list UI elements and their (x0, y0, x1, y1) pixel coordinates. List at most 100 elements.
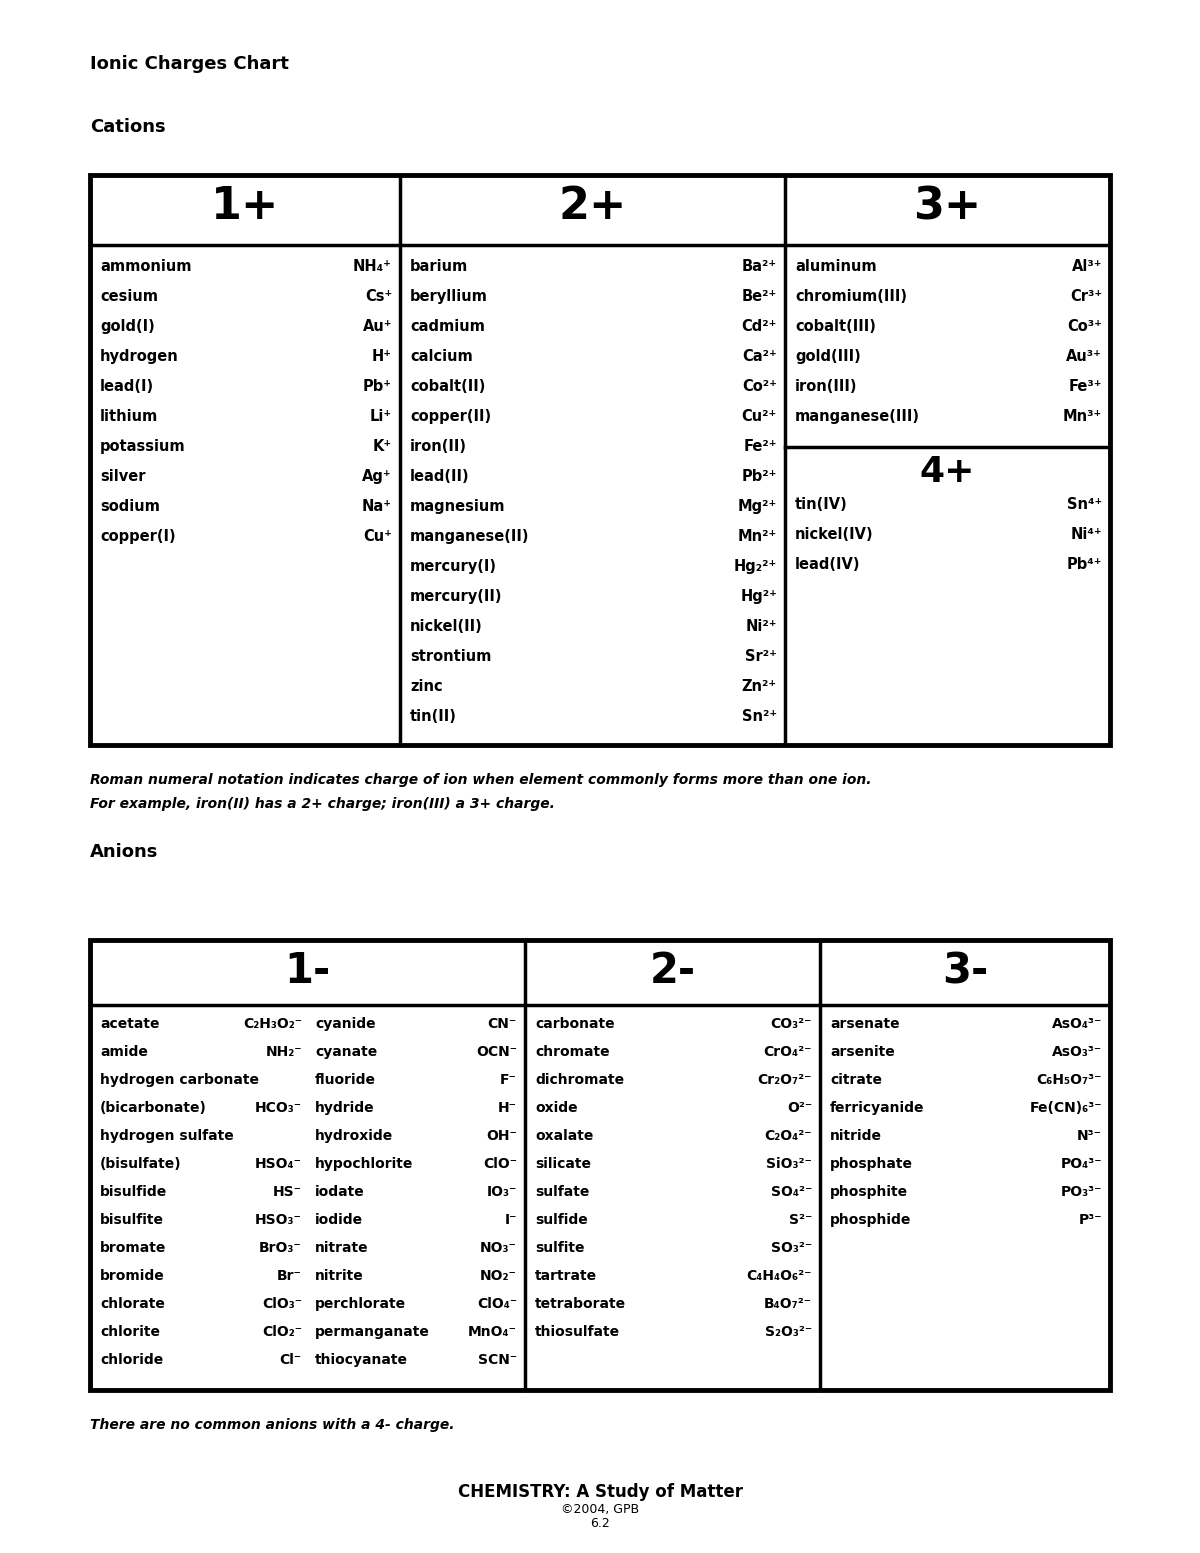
Bar (90, 175, 1110, 745)
Text: phosphide: phosphide (830, 1213, 911, 1227)
Text: mercury(II): mercury(II) (410, 589, 503, 604)
Text: Mn³⁺: Mn³⁺ (1063, 408, 1102, 424)
Text: chromate: chromate (535, 1045, 610, 1059)
Text: MnO₄⁻: MnO₄⁻ (468, 1325, 517, 1339)
Text: S²⁻: S²⁻ (788, 1213, 812, 1227)
Text: ammonium: ammonium (100, 259, 192, 273)
Text: phosphite: phosphite (830, 1185, 908, 1199)
Text: cadmium: cadmium (410, 318, 485, 334)
Text: carbonate: carbonate (535, 1017, 614, 1031)
Text: Co³⁺: Co³⁺ (1067, 318, 1102, 334)
Text: SiO₃²⁻: SiO₃²⁻ (766, 1157, 812, 1171)
Text: Mg²⁺: Mg²⁺ (738, 499, 778, 514)
Text: hydroxide: hydroxide (314, 1129, 394, 1143)
Text: Ionic Charges Chart: Ionic Charges Chart (90, 54, 289, 73)
Text: Pb⁴⁺: Pb⁴⁺ (1067, 558, 1102, 572)
Text: HCO₃⁻: HCO₃⁻ (254, 1101, 302, 1115)
Text: Li⁺: Li⁺ (370, 408, 392, 424)
Text: Cations: Cations (90, 118, 166, 137)
Text: Ni⁴⁺: Ni⁴⁺ (1070, 526, 1102, 542)
Text: CHEMISTRY: A Study of Matter: CHEMISTRY: A Study of Matter (457, 1483, 743, 1502)
Text: Zn²⁺: Zn²⁺ (742, 679, 778, 694)
Text: SO₃²⁻: SO₃²⁻ (770, 1241, 812, 1255)
Text: (bisulfate): (bisulfate) (100, 1157, 181, 1171)
Text: iodide: iodide (314, 1213, 364, 1227)
Text: sulfate: sulfate (535, 1185, 589, 1199)
Text: HSO₃⁻: HSO₃⁻ (256, 1213, 302, 1227)
Text: hydrogen sulfate: hydrogen sulfate (100, 1129, 234, 1143)
Text: Sn²⁺: Sn²⁺ (742, 710, 778, 724)
Text: (bicarbonate): (bicarbonate) (100, 1101, 206, 1115)
Text: Ni²⁺: Ni²⁺ (745, 620, 778, 634)
Text: Sr²⁺: Sr²⁺ (745, 649, 778, 665)
Text: 3+: 3+ (913, 185, 982, 228)
Text: P³⁻: P³⁻ (1079, 1213, 1102, 1227)
Text: BrO₃⁻: BrO₃⁻ (259, 1241, 302, 1255)
Text: C₆H₅O₇³⁻: C₆H₅O₇³⁻ (1037, 1073, 1102, 1087)
Text: permanganate: permanganate (314, 1325, 430, 1339)
Text: Cr₂O₇²⁻: Cr₂O₇²⁻ (757, 1073, 812, 1087)
Text: HS⁻: HS⁻ (274, 1185, 302, 1199)
Text: Hg₂²⁺: Hg₂²⁺ (733, 559, 778, 575)
Text: Cr³⁺: Cr³⁺ (1070, 289, 1102, 304)
Text: Ag⁺: Ag⁺ (362, 469, 392, 485)
Text: phosphate: phosphate (830, 1157, 913, 1171)
Text: OCN⁻: OCN⁻ (476, 1045, 517, 1059)
Text: CrO₄²⁻: CrO₄²⁻ (763, 1045, 812, 1059)
Text: 1+: 1+ (211, 185, 280, 228)
Text: ©2004, GPB: ©2004, GPB (560, 1503, 640, 1516)
Text: Pb⁺: Pb⁺ (364, 379, 392, 394)
Text: Ba²⁺: Ba²⁺ (742, 259, 778, 273)
Text: PO₄³⁻: PO₄³⁻ (1061, 1157, 1102, 1171)
Text: 2-: 2- (649, 950, 696, 992)
Text: manganese(II): manganese(II) (410, 530, 529, 544)
Text: NH₄⁺: NH₄⁺ (353, 259, 392, 273)
Text: Be²⁺: Be²⁺ (742, 289, 778, 304)
Text: B₄O₇²⁻: B₄O₇²⁻ (764, 1297, 812, 1311)
Text: gold(III): gold(III) (796, 349, 860, 363)
Text: strontium: strontium (410, 649, 491, 665)
Text: 6.2: 6.2 (590, 1517, 610, 1530)
Text: Cs⁺: Cs⁺ (365, 289, 392, 304)
Text: lead(II): lead(II) (410, 469, 469, 485)
Text: 1-: 1- (284, 950, 331, 992)
Text: cobalt(II): cobalt(II) (410, 379, 485, 394)
Text: nitride: nitride (830, 1129, 882, 1143)
Text: sulfite: sulfite (535, 1241, 584, 1255)
Text: acetate: acetate (100, 1017, 160, 1031)
Text: H⁺: H⁺ (372, 349, 392, 363)
Text: thiocyanate: thiocyanate (314, 1353, 408, 1367)
Text: cyanide: cyanide (314, 1017, 376, 1031)
Text: lead(IV): lead(IV) (796, 558, 860, 572)
Text: sulfide: sulfide (535, 1213, 588, 1227)
Text: iron(II): iron(II) (410, 439, 467, 453)
Text: magnesium: magnesium (410, 499, 505, 514)
Text: IO₃⁻: IO₃⁻ (487, 1185, 517, 1199)
Text: K⁺: K⁺ (373, 439, 392, 453)
Text: silver: silver (100, 469, 145, 485)
Text: tartrate: tartrate (535, 1269, 598, 1283)
Text: NO₂⁻: NO₂⁻ (480, 1269, 517, 1283)
Text: There are no common anions with a 4- charge.: There are no common anions with a 4- cha… (90, 1418, 455, 1432)
Text: Cu²⁺: Cu²⁺ (742, 408, 778, 424)
Text: iron(III): iron(III) (796, 379, 858, 394)
Text: amide: amide (100, 1045, 148, 1059)
Text: chloride: chloride (100, 1353, 163, 1367)
Text: mercury(I): mercury(I) (410, 559, 497, 575)
Text: oxalate: oxalate (535, 1129, 593, 1143)
Text: nickel(II): nickel(II) (410, 620, 482, 634)
Text: I⁻: I⁻ (504, 1213, 517, 1227)
Text: For example, iron(II) has a 2+ charge; iron(III) a 3+ charge.: For example, iron(II) has a 2+ charge; i… (90, 797, 554, 811)
Text: tin(IV): tin(IV) (796, 497, 847, 512)
Text: C₂H₃O₂⁻: C₂H₃O₂⁻ (242, 1017, 302, 1031)
Text: H⁻: H⁻ (498, 1101, 517, 1115)
Text: ClO⁻: ClO⁻ (482, 1157, 517, 1171)
Text: nickel(IV): nickel(IV) (796, 526, 874, 542)
Text: Hg²⁺: Hg²⁺ (740, 589, 778, 604)
Text: S₂O₃²⁻: S₂O₃²⁻ (764, 1325, 812, 1339)
Text: lead(I): lead(I) (100, 379, 154, 394)
Text: zinc: zinc (410, 679, 443, 694)
Text: cesium: cesium (100, 289, 158, 304)
Text: Pb²⁺: Pb²⁺ (742, 469, 778, 485)
Text: 2+: 2+ (558, 185, 626, 228)
